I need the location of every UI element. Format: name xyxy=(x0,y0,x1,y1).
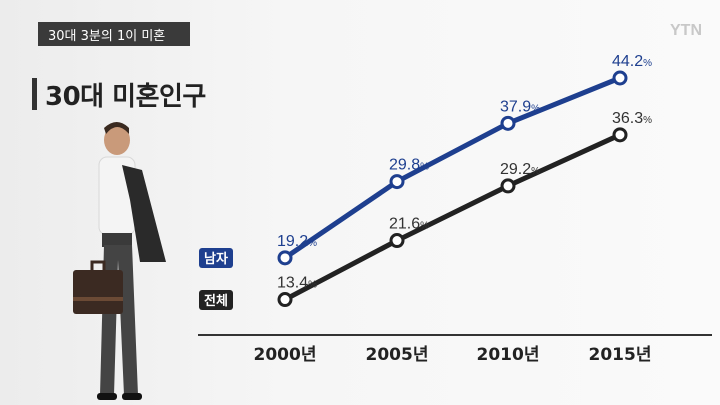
line-chart: 2000년 2005년 2010년 2015년 19.2% 29.8% 37.9% 44.2%… xyxy=(254,53,653,365)
data-label: 13.4% xyxy=(277,275,317,292)
data-point xyxy=(500,178,516,194)
data-label: 29.2% xyxy=(500,161,540,178)
x-tick-label: 2015년 xyxy=(589,345,652,365)
data-point xyxy=(612,127,628,143)
series-line xyxy=(283,75,621,260)
chart-title: 30대 미혼인구 xyxy=(32,78,206,112)
data-point xyxy=(389,233,405,249)
businessman-figure xyxy=(73,122,166,400)
legend-badge-male: 남자 xyxy=(199,247,233,268)
series-line xyxy=(283,132,622,302)
legend-badge-total: 전체 xyxy=(199,289,233,310)
data-label: 44.2% xyxy=(612,53,652,70)
title-accent-bar xyxy=(32,78,37,110)
x-tick-label: 2000년 xyxy=(254,345,317,365)
ytn-logo: YTN xyxy=(670,22,702,39)
data-label: 36.3% xyxy=(612,110,652,127)
data-point xyxy=(277,250,293,266)
chart-title-text: 30대 미혼인구 xyxy=(45,81,206,112)
data-label: 29.8% xyxy=(389,157,429,174)
data-label: 19.2% xyxy=(277,233,317,250)
headline-tag: 30대 3분의 1이 미혼 xyxy=(38,22,190,46)
data-label: 37.9% xyxy=(500,98,540,115)
data-point xyxy=(277,292,293,308)
data-point xyxy=(389,174,405,190)
data-label: 21.6% xyxy=(389,216,429,233)
x-tick-label: 2005년 xyxy=(366,345,429,365)
data-point xyxy=(612,70,628,86)
x-tick-label: 2010년 xyxy=(477,345,540,365)
data-point xyxy=(500,115,516,131)
